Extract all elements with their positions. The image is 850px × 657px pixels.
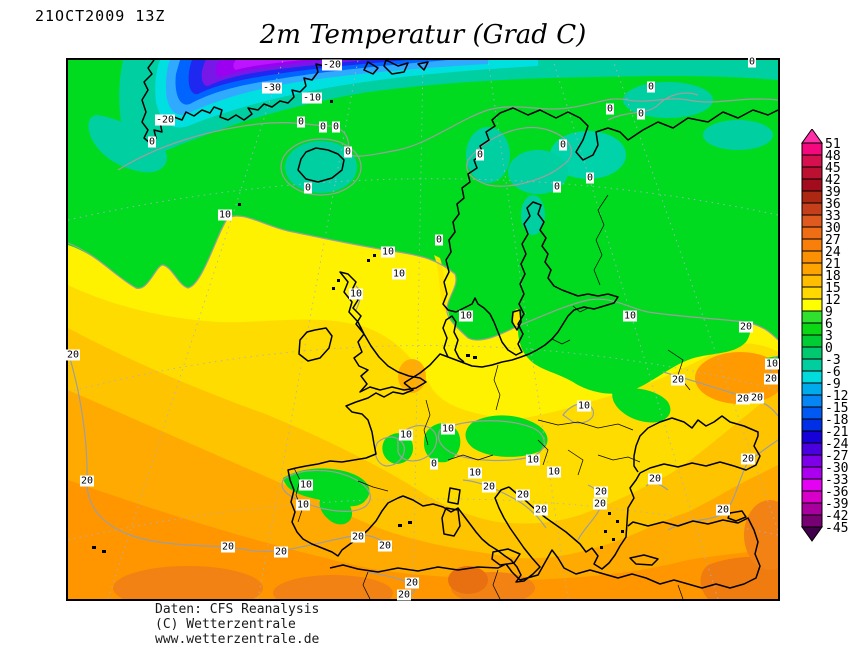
colorbar-tick-label: 45	[825, 161, 841, 176]
colorbar-tick-label: 39	[825, 185, 841, 200]
border-layer	[293, 194, 691, 599]
colorbar-tick-label: 24	[825, 245, 841, 260]
colorbar-cell	[801, 250, 823, 264]
copyright-line: (C) Wetterzentrale	[155, 617, 296, 632]
colorbar-cell	[801, 490, 823, 504]
colorbar-cell	[801, 166, 823, 180]
colorbar-arrow-top	[801, 128, 823, 144]
colorbar-cell	[801, 514, 823, 528]
attribution-footer: Daten: CFS Reanalysis (C) Wetterzentrale…	[155, 602, 319, 647]
colorbar-tick-label: 48	[825, 149, 841, 164]
colorbar-cell	[801, 154, 823, 168]
colorbar-tick-label: 42	[825, 173, 841, 188]
colorbar-svg: 51484542393633302724211815129630-3-6-9-1…	[801, 128, 849, 542]
colorbar-cell	[801, 190, 823, 204]
colorbar-tick-label: 9	[825, 305, 833, 320]
website-line: www.wetterzentrale.de	[155, 632, 320, 647]
page-title: 2m Temperatur (Grad C)	[259, 20, 587, 50]
colorbar-tick-label: 33	[825, 209, 841, 224]
colorbar-tick-label: 6	[825, 317, 833, 332]
colorbar-tick-label: -9	[825, 377, 841, 392]
colorbar-tick-label: 36	[825, 197, 841, 212]
colorbar-tick-label: -27	[825, 449, 848, 464]
colorbar-cell	[801, 202, 823, 216]
colorbar-cell	[801, 334, 823, 348]
colorbar-tick-label: -21	[825, 425, 848, 440]
colorbar-tick-label: -42	[825, 509, 848, 524]
colorbar-tick-label: 18	[825, 269, 841, 284]
colorbar-tick-label: 0	[825, 341, 833, 356]
colorbar-cell	[801, 310, 823, 324]
colorbar-cell	[801, 358, 823, 372]
colorbar-cell	[801, 286, 823, 300]
coastline-layer	[141, 60, 778, 589]
colorbar-tick-label: -36	[825, 485, 848, 500]
graticule-layer	[68, 60, 778, 599]
colorbar-cell	[801, 322, 823, 336]
colorbar-cell	[801, 178, 823, 192]
colorbar-cell	[801, 346, 823, 360]
colorbar-cell	[801, 142, 823, 156]
colorbar-tick-label: -15	[825, 401, 848, 416]
temperature-fill-layer	[68, 60, 778, 599]
colorbar-cell	[801, 298, 823, 312]
colorbar-cell	[801, 214, 823, 228]
colorbar-tick-label: -24	[825, 437, 849, 452]
colorbar-cell	[801, 262, 823, 276]
colorbar-cell	[801, 478, 823, 492]
colorbar-cell	[801, 466, 823, 480]
colorbar-cell	[801, 370, 823, 384]
run-date-label: 21OCT2009 13Z	[35, 7, 166, 25]
temperature-map: -20 -30 -10 -20 0 0 0 0 0 0 0 0 0 0 0 0 0 0 0 10 10 10 10 10 10 2…	[65, 56, 780, 601]
colorbar-cell	[801, 442, 823, 456]
colorbar-tick-label: 3	[825, 329, 833, 344]
island-dots-layer	[92, 100, 624, 553]
colorbar-tick-label: 21	[825, 257, 841, 272]
colorbar-tick-label: -39	[825, 497, 848, 512]
colorbar-tick-label: 30	[825, 221, 841, 236]
colorbar-cell	[801, 502, 823, 516]
colorbar-cell	[801, 274, 823, 288]
colorbar-cell	[801, 382, 823, 396]
colorbar-tick-label: 51	[825, 137, 841, 152]
colorbar-cell	[801, 238, 823, 252]
colorbar-tick-label: -33	[825, 473, 848, 488]
colorbar-tick-label: -12	[825, 389, 848, 404]
colorbar-tick-label: 15	[825, 281, 841, 296]
colorbar-cell	[801, 418, 823, 432]
temperature-colorbar: 51 48 45 42 39 36 33 30 27 24 21 18 15 12 9 6 3 0 -3 -6 -9 -1…	[801, 128, 850, 547]
colorbar-tick-label: -6	[825, 365, 841, 380]
colorbar-cell	[801, 394, 823, 408]
colorbar-tick-label: -30	[825, 461, 848, 476]
colorbar-cell	[801, 406, 823, 420]
colorbar-tick-label: -3	[825, 353, 841, 368]
temperature-field-svg	[68, 60, 778, 599]
colorbar-tick-label: -45	[825, 521, 848, 536]
colorbar-arrow-bottom	[801, 526, 823, 542]
colorbar-tick-label: -18	[825, 413, 848, 428]
colorbar-cell	[801, 454, 823, 468]
colorbar-cell	[801, 226, 823, 240]
data-source-line: Daten: CFS Reanalysis	[155, 602, 320, 617]
colorbar-cell	[801, 430, 823, 444]
colorbar-tick-label: 12	[825, 293, 841, 308]
colorbar-tick-label: 27	[825, 233, 841, 248]
